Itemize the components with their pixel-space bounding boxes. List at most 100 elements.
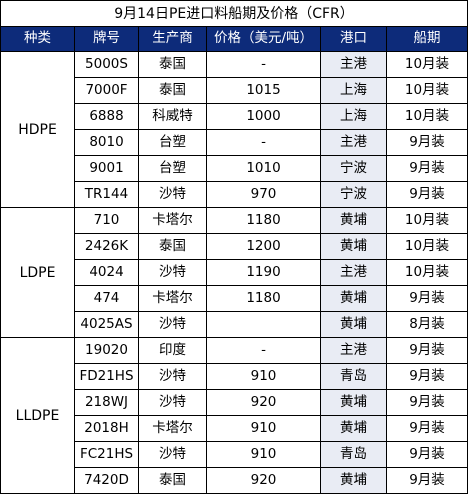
price-cell: - (206, 51, 321, 78)
producer-cell: 科威特 (138, 103, 207, 130)
grade-cell: 218WJ (74, 389, 139, 416)
price-cell: 1010 (206, 155, 321, 182)
price-cell: 1190 (206, 259, 321, 286)
price-cell: 920 (206, 467, 321, 494)
grade-cell: 6888 (74, 103, 139, 130)
producer-cell: 泰国 (138, 467, 207, 494)
header-shipment: 船期 (385, 26, 468, 52)
table-row: FD21HS 沙特 910 青岛 9月装 (1, 363, 468, 390)
table-row: 7000F 泰国 1015 上海 10月装 (1, 77, 468, 104)
port-cell: 上海 (320, 77, 387, 104)
price-cell: 1000 (206, 103, 321, 130)
price-cell (206, 311, 321, 338)
header-grade: 牌号 (74, 26, 139, 52)
shipment-cell: 9月装 (385, 415, 468, 442)
grade-cell: 8010 (74, 129, 139, 156)
grade-cell: 4025AS (74, 311, 139, 338)
price-cell: 970 (206, 181, 321, 208)
producer-cell: 台塑 (138, 155, 207, 182)
grade-cell: 5000S (74, 51, 139, 78)
producer-cell: 沙特 (138, 389, 207, 416)
shipment-cell: 10月装 (385, 51, 468, 78)
producer-cell: 泰国 (138, 77, 207, 104)
producer-cell: 泰国 (138, 51, 207, 78)
shipment-cell: 10月装 (385, 207, 468, 234)
price-cell: 1180 (206, 207, 321, 234)
port-cell: 黄埔 (320, 233, 387, 260)
table-row: FC21HS 沙特 910 青岛 9月装 (1, 441, 468, 468)
grade-cell: 710 (74, 207, 139, 234)
shipment-cell: 10月装 (385, 103, 468, 130)
header-producer: 生产商 (138, 26, 207, 52)
producer-cell: 沙特 (138, 441, 207, 468)
title-row: 9月14日PE进口料船期及价格（CFR） (0, 0, 468, 27)
grade-cell: FC21HS (74, 441, 139, 468)
header-category: 种类 (0, 26, 75, 52)
price-cell: 910 (206, 441, 321, 468)
port-cell: 宁波 (320, 181, 387, 208)
shipment-cell: 9月装 (385, 389, 468, 416)
category-cell: LDPE (0, 207, 75, 338)
producer-cell: 泰国 (138, 233, 207, 260)
header-port: 港口 (320, 26, 387, 52)
grade-cell: 2426K (74, 233, 139, 260)
port-cell: 黄埔 (320, 311, 387, 338)
price-cell: 910 (206, 415, 321, 442)
port-cell: 主港 (320, 259, 387, 286)
producer-cell: 卡塔尔 (138, 285, 207, 312)
grade-cell: 9001 (74, 155, 139, 182)
grade-cell: 474 (74, 285, 139, 312)
category-cell: LLDPE (0, 337, 75, 494)
grade-cell: 19020 (74, 337, 139, 364)
header-price: 价格（美元/吨） (206, 26, 321, 52)
table-row: 474 卡塔尔 1180 黄埔 9月装 (1, 285, 468, 312)
shipment-cell: 10月装 (385, 233, 468, 260)
producer-cell: 卡塔尔 (138, 207, 207, 234)
table-row: 2426K 泰国 1200 黄埔 10月装 (1, 233, 468, 260)
port-cell: 青岛 (320, 441, 387, 468)
port-cell: 黄埔 (320, 389, 387, 416)
price-cell: 1200 (206, 233, 321, 260)
port-cell: 主港 (320, 129, 387, 156)
price-cell: 1015 (206, 77, 321, 104)
shipment-cell: 9月装 (385, 467, 468, 494)
grade-cell: 7000F (74, 77, 139, 104)
shipment-cell: 9月装 (385, 181, 468, 208)
grade-cell: 4024 (74, 259, 139, 286)
port-cell: 主港 (320, 51, 387, 78)
producer-cell: 沙特 (138, 363, 207, 390)
producer-cell: 台塑 (138, 129, 207, 156)
table-row: LLDPE 19020 印度 - 主港 9月装 (0, 337, 468, 494)
table-row: 218WJ 沙特 920 黄埔 9月装 (1, 389, 468, 416)
table-row: HDPE 5000S 泰国 - 主港 10月装 (0, 51, 468, 208)
port-cell: 黄埔 (320, 285, 387, 312)
port-cell: 黄埔 (320, 467, 387, 494)
table-title: 9月14日PE进口料船期及价格（CFR） (0, 0, 468, 27)
shipment-cell: 9月装 (385, 155, 468, 182)
port-cell: 黄埔 (320, 415, 387, 442)
shipment-cell: 9月装 (385, 441, 468, 468)
producer-cell: 沙特 (138, 259, 207, 286)
port-cell: 黄埔 (320, 207, 387, 234)
price-cell: 920 (206, 389, 321, 416)
price-cell: 1180 (206, 285, 321, 312)
shipment-cell: 9月装 (385, 129, 468, 156)
shipment-cell: 9月装 (385, 337, 468, 364)
table-row: 7420D 泰国 920 黄埔 9月装 (1, 467, 468, 494)
table-row: 8010 台塑 - 主港 9月装 (1, 129, 468, 156)
port-cell: 宁波 (320, 155, 387, 182)
shipment-cell: 9月装 (385, 363, 468, 390)
producer-cell: 沙特 (138, 181, 207, 208)
category-cell: HDPE (0, 51, 75, 208)
shipment-cell: 10月装 (385, 77, 468, 104)
producer-cell: 印度 (138, 337, 207, 364)
grade-cell: TR144 (74, 181, 139, 208)
price-cell: - (206, 129, 321, 156)
header-row: 种类 牌号 生产商 价格（美元/吨） 港口 船期 (0, 26, 468, 52)
shipment-cell: 10月装 (385, 259, 468, 286)
table-row: 6888 科威特 1000 上海 10月装 (1, 103, 468, 130)
table-row: LDPE 710 卡塔尔 1180 黄埔 10月装 (0, 207, 468, 338)
shipment-cell: 8月装 (385, 311, 468, 338)
